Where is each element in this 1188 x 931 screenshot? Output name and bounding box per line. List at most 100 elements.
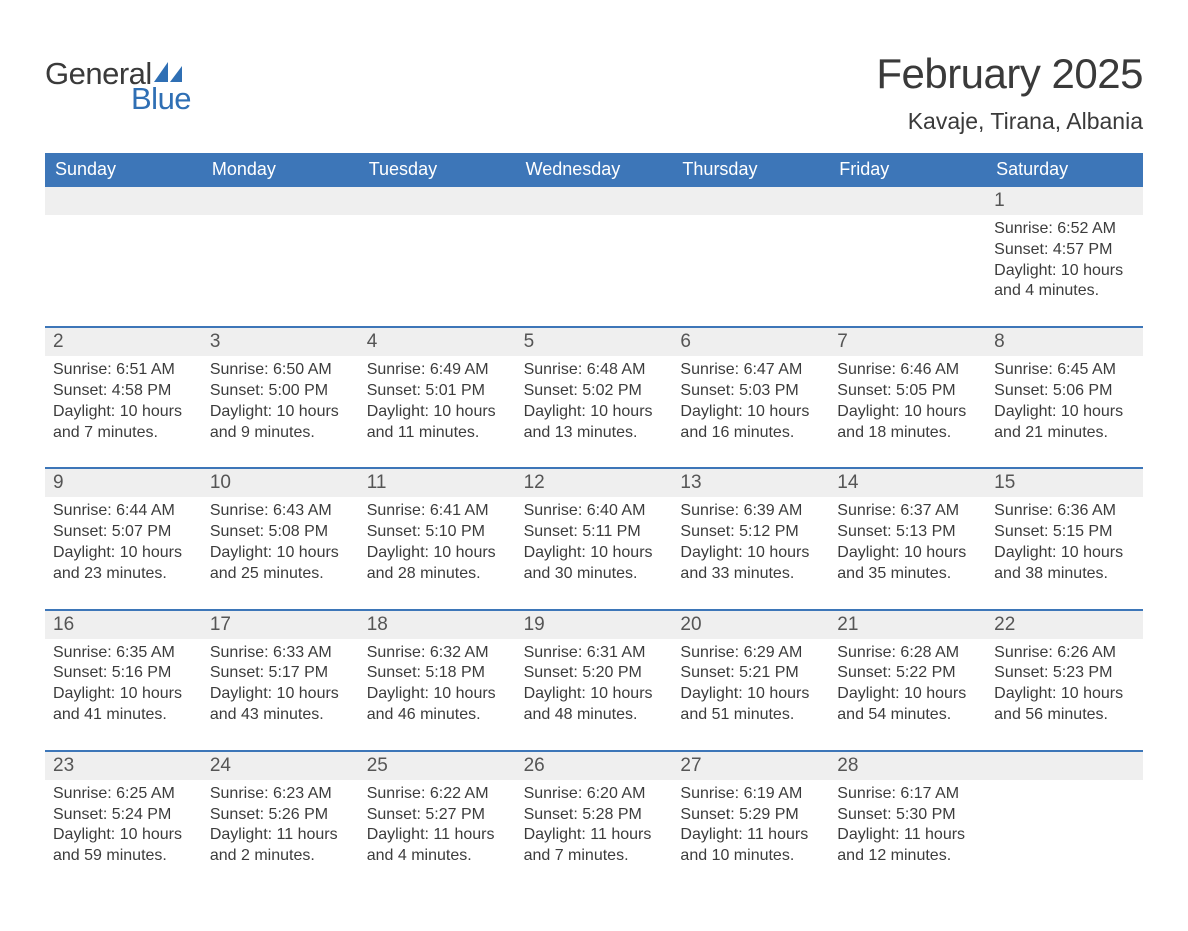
daylight-line: Daylight: 10 hours and 48 minutes. <box>524 684 665 726</box>
day-body-cell: Sunrise: 6:41 AMSunset: 5:10 PMDaylight:… <box>359 497 516 608</box>
sunrise-line: Sunrise: 6:51 AM <box>53 360 194 381</box>
day-number-cell: 17 <box>202 609 359 639</box>
dow-header: Monday <box>202 153 359 187</box>
day-number-cell: 7 <box>829 326 986 356</box>
day-number-cell <box>829 187 986 215</box>
title-block: February 2025 Kavaje, Tirana, Albania <box>876 50 1143 135</box>
day-number-cell: 5 <box>516 326 673 356</box>
day-body-cell: Sunrise: 6:29 AMSunset: 5:21 PMDaylight:… <box>672 639 829 750</box>
daylight-line: Daylight: 10 hours and 59 minutes. <box>53 825 194 867</box>
daylight-line: Daylight: 11 hours and 10 minutes. <box>680 825 821 867</box>
day-number-cell: 19 <box>516 609 673 639</box>
sunset-line: Sunset: 5:12 PM <box>680 522 821 543</box>
sunset-line: Sunset: 5:21 PM <box>680 663 821 684</box>
sunset-line: Sunset: 5:06 PM <box>994 381 1135 402</box>
daylight-line: Daylight: 10 hours and 30 minutes. <box>524 543 665 585</box>
daylight-line: Daylight: 10 hours and 9 minutes. <box>210 402 351 444</box>
sunrise-line: Sunrise: 6:22 AM <box>367 784 508 805</box>
daylight-line: Daylight: 10 hours and 33 minutes. <box>680 543 821 585</box>
day-number-cell: 13 <box>672 467 829 497</box>
day-number-cell: 16 <box>45 609 202 639</box>
sunset-line: Sunset: 5:03 PM <box>680 381 821 402</box>
day-number-cell <box>672 187 829 215</box>
day-number-cell: 27 <box>672 750 829 780</box>
day-number-cell: 2 <box>45 326 202 356</box>
day-body-cell: Sunrise: 6:32 AMSunset: 5:18 PMDaylight:… <box>359 639 516 750</box>
sunset-line: Sunset: 5:10 PM <box>367 522 508 543</box>
day-body-cell: Sunrise: 6:52 AMSunset: 4:57 PMDaylight:… <box>986 215 1143 326</box>
day-body-cell <box>45 215 202 326</box>
daylight-line: Daylight: 10 hours and 43 minutes. <box>210 684 351 726</box>
sunrise-line: Sunrise: 6:45 AM <box>994 360 1135 381</box>
sunset-line: Sunset: 5:00 PM <box>210 381 351 402</box>
day-number-cell: 28 <box>829 750 986 780</box>
sunset-line: Sunset: 5:16 PM <box>53 663 194 684</box>
day-number-cell: 24 <box>202 750 359 780</box>
sunset-line: Sunset: 5:02 PM <box>524 381 665 402</box>
header: General Blue February 2025 Kavaje, Tiran… <box>45 50 1143 135</box>
day-number-cell: 22 <box>986 609 1143 639</box>
sunset-line: Sunset: 5:18 PM <box>367 663 508 684</box>
sunset-line: Sunset: 5:28 PM <box>524 805 665 826</box>
sunrise-line: Sunrise: 6:49 AM <box>367 360 508 381</box>
sunrise-line: Sunrise: 6:50 AM <box>210 360 351 381</box>
sunset-line: Sunset: 5:30 PM <box>837 805 978 826</box>
sunset-line: Sunset: 5:01 PM <box>367 381 508 402</box>
day-body-cell: Sunrise: 6:20 AMSunset: 5:28 PMDaylight:… <box>516 780 673 891</box>
dow-header: Wednesday <box>516 153 673 187</box>
day-body-cell: Sunrise: 6:46 AMSunset: 5:05 PMDaylight:… <box>829 356 986 467</box>
day-body-cell: Sunrise: 6:50 AMSunset: 5:00 PMDaylight:… <box>202 356 359 467</box>
dow-header: Friday <box>829 153 986 187</box>
daylight-line: Daylight: 10 hours and 7 minutes. <box>53 402 194 444</box>
day-body-cell: Sunrise: 6:26 AMSunset: 5:23 PMDaylight:… <box>986 639 1143 750</box>
sunrise-line: Sunrise: 6:20 AM <box>524 784 665 805</box>
sunrise-line: Sunrise: 6:19 AM <box>680 784 821 805</box>
sunrise-line: Sunrise: 6:31 AM <box>524 643 665 664</box>
daylight-line: Daylight: 10 hours and 23 minutes. <box>53 543 194 585</box>
dow-header: Tuesday <box>359 153 516 187</box>
sunrise-line: Sunrise: 6:17 AM <box>837 784 978 805</box>
sunrise-line: Sunrise: 6:35 AM <box>53 643 194 664</box>
day-number-cell: 25 <box>359 750 516 780</box>
day-body-cell: Sunrise: 6:36 AMSunset: 5:15 PMDaylight:… <box>986 497 1143 608</box>
daylight-line: Daylight: 10 hours and 16 minutes. <box>680 402 821 444</box>
day-number-cell <box>359 187 516 215</box>
dow-header: Saturday <box>986 153 1143 187</box>
daylight-line: Daylight: 11 hours and 4 minutes. <box>367 825 508 867</box>
daylight-line: Daylight: 10 hours and 11 minutes. <box>367 402 508 444</box>
logo: General Blue <box>45 50 191 114</box>
sunrise-line: Sunrise: 6:33 AM <box>210 643 351 664</box>
day-number-cell: 6 <box>672 326 829 356</box>
sunset-line: Sunset: 5:08 PM <box>210 522 351 543</box>
day-number-cell: 3 <box>202 326 359 356</box>
daylight-line: Daylight: 10 hours and 21 minutes. <box>994 402 1135 444</box>
day-body-cell <box>829 215 986 326</box>
sunrise-line: Sunrise: 6:29 AM <box>680 643 821 664</box>
day-body-cell: Sunrise: 6:17 AMSunset: 5:30 PMDaylight:… <box>829 780 986 891</box>
day-body-cell: Sunrise: 6:40 AMSunset: 5:11 PMDaylight:… <box>516 497 673 608</box>
sunset-line: Sunset: 5:22 PM <box>837 663 978 684</box>
sunrise-line: Sunrise: 6:52 AM <box>994 219 1135 240</box>
sunset-line: Sunset: 4:58 PM <box>53 381 194 402</box>
daylight-line: Daylight: 10 hours and 18 minutes. <box>837 402 978 444</box>
day-body-cell: Sunrise: 6:35 AMSunset: 5:16 PMDaylight:… <box>45 639 202 750</box>
sunrise-line: Sunrise: 6:28 AM <box>837 643 978 664</box>
sunrise-line: Sunrise: 6:25 AM <box>53 784 194 805</box>
daylight-line: Daylight: 11 hours and 2 minutes. <box>210 825 351 867</box>
day-number-cell: 9 <box>45 467 202 497</box>
daylight-line: Daylight: 10 hours and 35 minutes. <box>837 543 978 585</box>
day-body-cell: Sunrise: 6:51 AMSunset: 4:58 PMDaylight:… <box>45 356 202 467</box>
sunrise-line: Sunrise: 6:47 AM <box>680 360 821 381</box>
logo-word-blue: Blue <box>131 83 191 114</box>
daylight-line: Daylight: 10 hours and 4 minutes. <box>994 261 1135 303</box>
day-number-cell <box>202 187 359 215</box>
day-number-cell: 20 <box>672 609 829 639</box>
sunset-line: Sunset: 5:17 PM <box>210 663 351 684</box>
day-number-cell: 26 <box>516 750 673 780</box>
logo-sail-icon <box>154 62 182 84</box>
day-body-cell <box>202 215 359 326</box>
daylight-line: Daylight: 11 hours and 12 minutes. <box>837 825 978 867</box>
calendar-grid: SundayMondayTuesdayWednesdayThursdayFrid… <box>45 153 1143 891</box>
day-body-cell <box>672 215 829 326</box>
sunset-line: Sunset: 5:05 PM <box>837 381 978 402</box>
